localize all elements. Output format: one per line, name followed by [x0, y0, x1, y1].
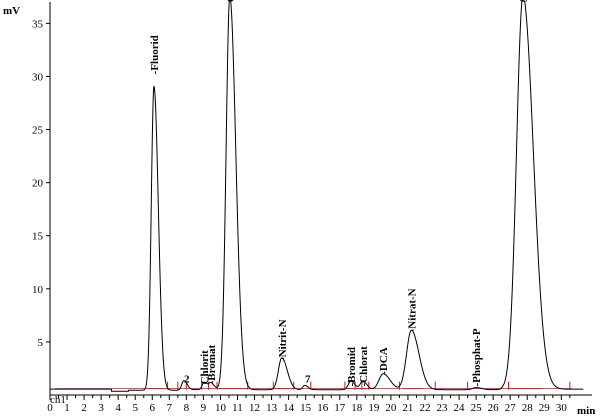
x-tick-label: 4 [115, 402, 121, 414]
x-tick-label: 30 [556, 402, 568, 414]
peak-label: Chlorid - [225, 0, 237, 2]
x-tick-label: 23 [437, 402, 449, 414]
x-tick-label: 8 [184, 402, 190, 414]
peak-label: 2 [184, 373, 190, 385]
peak-label: -Fluorid [149, 35, 161, 74]
x-tick-label: 27 [505, 402, 517, 414]
x-tick-label: 15 [300, 402, 312, 414]
chromatogram-trace [50, 0, 584, 392]
x-tick-label: 11 [232, 402, 243, 414]
y-axis-ticks: 5 10 15 20 25 30 35 [32, 18, 50, 349]
x-tick-label: 28 [522, 402, 534, 414]
peak-label: -Bromid [346, 347, 358, 387]
peak-labels: -Fluorid 2 Chlorit-Bromat Chlorid - -Nitrit-… [149, 0, 530, 387]
x-tick-label: 20 [385, 402, 397, 414]
y-tick-label: 10 [32, 284, 44, 296]
x-tick-label: 10 [215, 402, 227, 414]
x-tick-label: 14 [283, 402, 295, 414]
x-tick-label: 25 [471, 402, 483, 414]
x-tick-label: 5 [132, 402, 138, 414]
peak-label: Sulfat- [518, 0, 530, 2]
y-tick-label: 35 [32, 18, 44, 30]
x-tick-label: 12 [249, 402, 260, 414]
x-tick-label: 19 [368, 402, 380, 414]
x-tick-label: 22 [419, 402, 430, 414]
x-tick-label: 9 [201, 402, 207, 414]
peak-label: -DCA [378, 347, 390, 375]
x-tick-label: 1 [64, 402, 70, 414]
x-tick-label: 3 [98, 402, 104, 414]
y-tick-label: 30 [32, 71, 44, 83]
x-axis-ticks: 0 1 2 3 4 5 6 7 8 9 10 11 12 13 14 15 16 17 18 19 20 21 22 23 24… [47, 395, 571, 414]
x-tick-label: 13 [266, 402, 278, 414]
peak-label: -Phosphat-P [471, 328, 483, 386]
peak-label: Chlorit [199, 350, 211, 385]
x-tick-label: 6 [150, 402, 156, 414]
y-tick-label: 15 [32, 231, 44, 243]
y-tick-label: 25 [32, 125, 44, 137]
peak-label: -Chlorat [358, 346, 370, 387]
peak-label: 7 [305, 373, 311, 385]
x-tick-label: 26 [488, 402, 500, 414]
x-tick-label: 29 [539, 402, 551, 414]
peak-label: -Nitrit-N [277, 319, 289, 361]
y-tick-label: 5 [38, 337, 44, 349]
peak-label: -Bromat [206, 345, 218, 385]
peak-label: -Nitrat-N [406, 288, 418, 332]
x-tick-label: 21 [402, 402, 413, 414]
channel-label: ch1 [50, 394, 66, 406]
x-tick-label: 2 [81, 402, 87, 414]
y-axis-unit-label: mV [3, 5, 20, 17]
x-tick-label: 7 [167, 402, 173, 414]
x-tick-label: 18 [351, 402, 363, 414]
x-tick-label: 16 [317, 402, 329, 414]
x-tick-label: 17 [334, 402, 346, 414]
x-tick-label: 24 [454, 402, 466, 414]
y-tick-label: 20 [32, 178, 44, 190]
x-axis-unit-label: min [577, 405, 595, 417]
x-tick-label: 0 [47, 402, 53, 414]
